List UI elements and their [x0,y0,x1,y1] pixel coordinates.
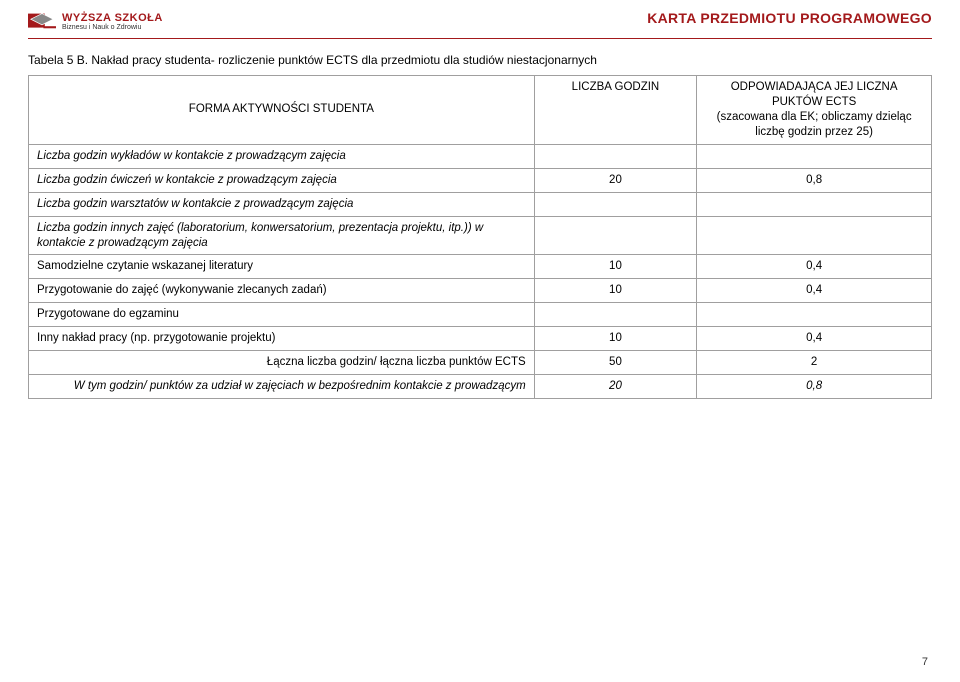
row-label: Liczba godzin innych zajęć (laboratorium… [29,216,535,255]
table-row: Liczba godzin innych zajęć (laboratorium… [29,216,932,255]
row-label: Inny nakład pracy (np. przygotowanie pro… [29,327,535,351]
row-hours: 20 [534,168,697,192]
totals-row: Łączna liczba godzin/ łączna liczba punk… [29,351,932,375]
table-row: Przygotowane do egzaminu [29,303,932,327]
ects-table: FORMA AKTYWNOŚCI STUDENTA LICZBA GODZIN … [28,75,932,399]
table-row: Liczba godzin ćwiczeń w kontakcie z prow… [29,168,932,192]
row-label: Przygotowane do egzaminu [29,303,535,327]
logo-line2: Biznesu i Nauk o Zdrowiu [62,24,163,31]
table-caption: Tabela 5 B. Nakład pracy studenta- rozli… [28,53,932,67]
row-label: Liczba godzin ćwiczeń w kontakcie z prow… [29,168,535,192]
page-number: 7 [922,656,928,668]
col-activity: FORMA AKTYWNOŚCI STUDENTA [29,76,535,145]
row-ects: 0,8 [697,168,932,192]
row-hours [534,192,697,216]
row-hours: 10 [534,255,697,279]
direct-hours: 20 [534,375,697,399]
row-label: Przygotowanie do zajęć (wykonywanie zlec… [29,279,535,303]
table-row: Samodzielne czytanie wskazanej literatur… [29,255,932,279]
row-hours: 10 [534,327,697,351]
row-label: Liczba godzin wykładów w kontakcie z pro… [29,144,535,168]
row-hours: 10 [534,279,697,303]
row-ects: 0,4 [697,279,932,303]
row-ects [697,144,932,168]
col-ects: ODPOWIADAJĄCA JEJ LICZNA PUKTÓW ECTS (sz… [697,76,932,145]
totals-hours: 50 [534,351,697,375]
totals-ects: 2 [697,351,932,375]
direct-label: W tym godzin/ punktów za udział w zajęci… [29,375,535,399]
row-hours [534,303,697,327]
logo-line1: WYŻSZA SZKOŁA [62,13,163,24]
page-title: KARTA PRZEDMIOTU PROGRAMOWEGO [647,10,932,26]
logo-area: WYŻSZA SZKOŁA Biznesu i Nauk o Zdrowiu [28,10,163,34]
header-rule [28,38,932,39]
table-row: Liczba godzin warsztatów w kontakcie z p… [29,192,932,216]
table-header-row: FORMA AKTYWNOŚCI STUDENTA LICZBA GODZIN … [29,76,932,145]
row-ects: 0,4 [697,327,932,351]
direct-ects: 0,8 [697,375,932,399]
col-hours: LICZBA GODZIN [534,76,697,145]
table-row: Liczba godzin wykładów w kontakcie z pro… [29,144,932,168]
direct-row: W tym godzin/ punktów za udział w zajęci… [29,375,932,399]
row-label: Samodzielne czytanie wskazanej literatur… [29,255,535,279]
row-hours [534,144,697,168]
col-ects-note: (szacowana dla EK; obliczamy dzieląc lic… [717,111,912,138]
row-label: Liczba godzin warsztatów w kontakcie z p… [29,192,535,216]
row-hours [534,216,697,255]
table-row: Przygotowanie do zajęć (wykonywanie zlec… [29,279,932,303]
content-area: Tabela 5 B. Nakład pracy studenta- rozli… [0,47,960,399]
logo-text: WYŻSZA SZKOŁA Biznesu i Nauk o Zdrowiu [62,13,163,31]
totals-label: Łączna liczba godzin/ łączna liczba punk… [29,351,535,375]
row-ects [697,192,932,216]
col-ects-label: ODPOWIADAJĄCA JEJ LICZNA PUKTÓW ECTS [731,81,898,108]
logo-icon [28,10,56,34]
row-ects: 0,4 [697,255,932,279]
row-ects [697,216,932,255]
row-ects [697,303,932,327]
page-header: WYŻSZA SZKOŁA Biznesu i Nauk o Zdrowiu K… [0,0,960,38]
table-row: Inny nakład pracy (np. przygotowanie pro… [29,327,932,351]
